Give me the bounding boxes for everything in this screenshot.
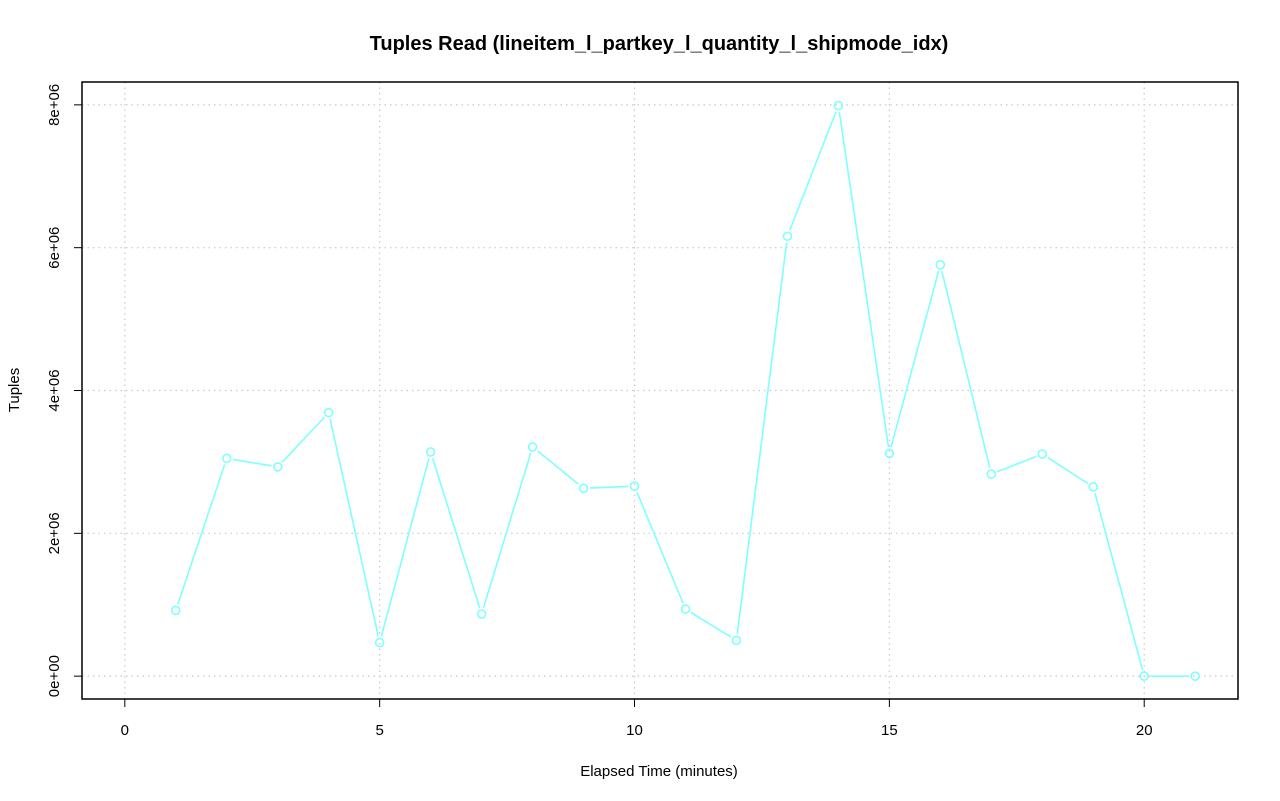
series-segment <box>537 450 580 485</box>
series-layer <box>170 100 1200 681</box>
chart-title: Tuples Read (lineitem_l_partkey_l_quanti… <box>370 33 949 55</box>
y-tick-label: 6e+06 <box>46 227 63 269</box>
series-segment <box>380 457 430 637</box>
y-axis: 0e+00 2e+06 4e+06 6e+06 8e+06 <box>46 84 82 697</box>
x-tick-label: 10 <box>626 722 643 739</box>
data-point <box>527 442 538 452</box>
data-point <box>680 604 691 614</box>
y-axis-label: Tuples <box>6 368 23 412</box>
data-point <box>935 260 946 270</box>
series-segment <box>941 270 991 468</box>
series-segment <box>736 242 788 635</box>
data-point <box>1037 449 1048 459</box>
data-point <box>221 453 232 464</box>
series-segment <box>329 418 380 637</box>
series-segment <box>997 455 1037 473</box>
series-segment <box>789 111 837 231</box>
grid-lines <box>82 82 1238 699</box>
data-point <box>1139 671 1150 681</box>
x-tick-label: 0 <box>121 722 129 739</box>
series-segment <box>177 464 226 605</box>
x-tick-label: 5 <box>375 722 383 739</box>
x-tick-label: 20 <box>1136 722 1153 739</box>
data-point <box>425 447 436 457</box>
series-segment <box>233 458 272 467</box>
series-segment <box>1047 456 1089 485</box>
data-point <box>833 100 844 111</box>
data-point <box>884 448 895 459</box>
series-line <box>170 100 1200 681</box>
x-axis-label: Elapsed Time (minutes) <box>580 763 738 780</box>
series-segment <box>590 485 629 489</box>
series-segment <box>281 416 325 463</box>
data-point <box>476 609 487 619</box>
y-tick-label: 8e+06 <box>46 84 63 126</box>
series-segment <box>482 452 532 609</box>
series-segment <box>1094 492 1144 671</box>
x-axis: 0 5 10 15 20 <box>121 699 1153 739</box>
data-point <box>170 605 181 616</box>
data-point <box>629 481 640 491</box>
data-point <box>578 483 589 494</box>
series-segment <box>838 111 890 448</box>
x-tick-label: 15 <box>881 722 898 739</box>
data-point <box>323 407 334 418</box>
series-segment <box>690 611 732 638</box>
data-point <box>782 231 793 242</box>
series-segment <box>431 457 481 609</box>
y-tick-label: 4e+06 <box>46 369 63 411</box>
series-segment <box>890 270 940 448</box>
series-segment <box>636 491 684 604</box>
data-point <box>731 635 742 646</box>
data-point <box>1190 671 1200 681</box>
data-point <box>374 637 385 648</box>
data-point <box>272 462 283 472</box>
y-tick-label: 0e+00 <box>46 655 63 697</box>
data-point <box>1088 482 1099 492</box>
data-point <box>986 469 997 479</box>
y-tick-label: 2e+06 <box>46 512 63 554</box>
